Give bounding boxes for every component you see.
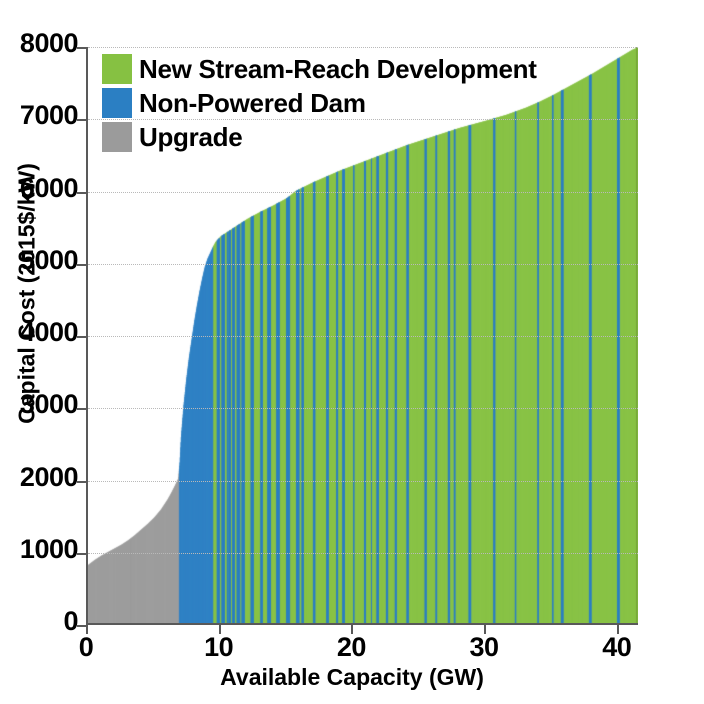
- plot-area: [86, 47, 638, 625]
- x-axis-title: Available Capacity (GW): [220, 664, 484, 690]
- x-tick-label: 30: [469, 632, 500, 662]
- y-tick-label: 6000: [19, 172, 79, 203]
- x-tick-label: 40: [602, 632, 632, 662]
- y-axis-title: Capital Cost (2015$/kW): [13, 163, 40, 424]
- x-tick-mark: [218, 625, 221, 634]
- y-tick-label: 7000: [19, 100, 79, 131]
- y-tick-label: 0: [63, 606, 78, 636]
- y-tick-label: 2000: [19, 461, 79, 492]
- legend-swatch-new-stream-reach: [102, 54, 132, 84]
- x-tick-label: 10: [204, 632, 234, 662]
- y-tick-mark: [77, 336, 86, 338]
- legend-label-new-stream-reach: New Stream-Reach Development: [139, 53, 537, 84]
- y-tick-mark: [77, 119, 86, 122]
- x-tick-mark: [86, 625, 88, 634]
- legend-item-new-stream-reach: New Stream-Reach Development: [102, 52, 537, 86]
- y-tick-label: 1000: [19, 533, 79, 564]
- x-tick-mark: [616, 625, 619, 634]
- y-tick-label: 4000: [19, 317, 79, 347]
- legend-label-non-powered-dam: Non-Powered Dam: [139, 87, 366, 118]
- legend: New Stream-Reach Development Non-Powered…: [102, 52, 537, 154]
- y-tick-mark: [77, 552, 86, 555]
- y-tick-label: 3000: [19, 389, 79, 420]
- legend-item-upgrade: Upgrade: [102, 120, 537, 154]
- x-tick-mark: [351, 625, 354, 634]
- supply-curve-plot: [88, 47, 638, 623]
- legend-label-upgrade: Upgrade: [139, 121, 243, 152]
- y-tick-mark: [77, 47, 86, 49]
- legend-swatch-upgrade: [102, 122, 132, 152]
- y-tick-label: 5000: [19, 244, 79, 275]
- y-tick-mark: [77, 191, 86, 194]
- x-tick-mark: [484, 625, 487, 634]
- x-tick-label: 0: [78, 632, 94, 662]
- y-tick-mark: [77, 625, 86, 627]
- y-tick-mark: [77, 480, 86, 483]
- legend-item-non-powered-dam: Non-Powered Dam: [102, 86, 537, 120]
- y-tick-mark: [77, 263, 86, 266]
- legend-swatch-non-powered-dam: [102, 88, 132, 118]
- y-tick-mark: [77, 408, 86, 411]
- y-tick-label: 8000: [19, 28, 79, 58]
- x-tick-label: 20: [336, 632, 367, 662]
